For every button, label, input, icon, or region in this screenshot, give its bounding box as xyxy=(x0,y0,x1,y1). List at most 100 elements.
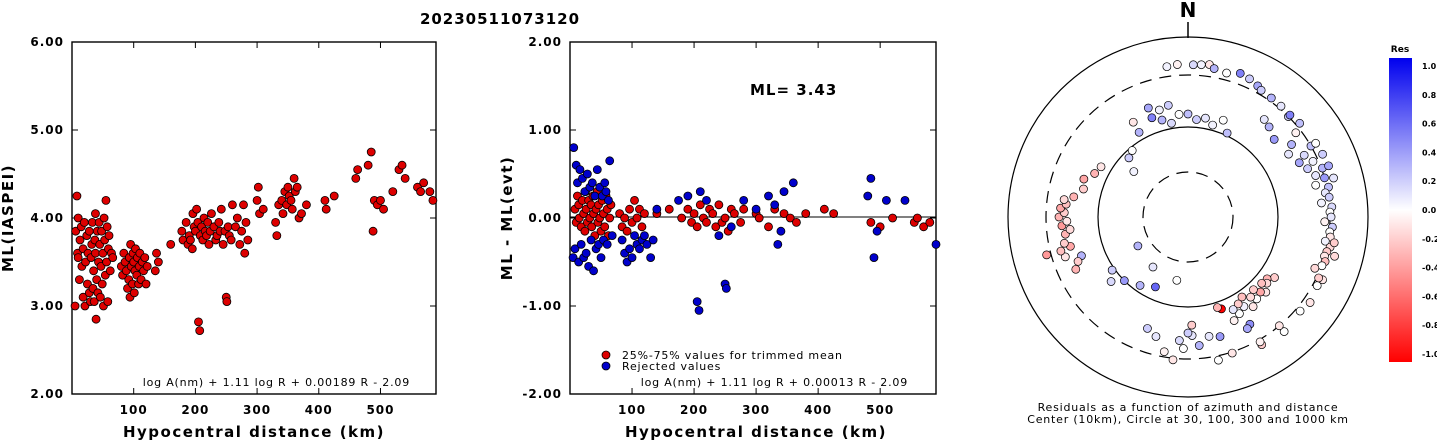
station-marker xyxy=(1269,135,1279,144)
rejected-point xyxy=(694,305,704,315)
ml-point xyxy=(103,297,113,307)
station-marker xyxy=(1147,113,1157,123)
rejected-point xyxy=(869,253,879,263)
station-marker xyxy=(1120,276,1129,285)
ml-point xyxy=(416,187,425,197)
ml-point xyxy=(237,226,247,236)
colorbar-tick-label: -1.0 xyxy=(1422,350,1437,359)
station-marker xyxy=(1270,273,1279,282)
station-marker xyxy=(1127,146,1137,155)
station-marker xyxy=(1096,162,1106,172)
residual-y-axis-label: ML - ML(evt) xyxy=(498,156,516,280)
trimmed-point xyxy=(692,222,702,232)
trimmed-point xyxy=(739,204,749,214)
ml-point xyxy=(108,253,118,263)
rejected-point xyxy=(602,239,612,249)
ml-point xyxy=(425,187,435,197)
trimmed-point xyxy=(640,209,649,219)
trimmed-point xyxy=(792,217,801,227)
rejected-point xyxy=(646,253,656,263)
ml-point xyxy=(102,222,112,232)
station-marker xyxy=(1133,241,1143,251)
ml-point xyxy=(289,173,299,183)
rejected-point xyxy=(726,222,736,232)
ml-point xyxy=(104,231,114,241)
rejected-point xyxy=(607,231,617,241)
colorbar-tick-label: 0.4 xyxy=(1422,148,1437,157)
residual-panel: 100 200 300 400 500 -2.00 -1.00 0.00 1.00 2.00 ML… xyxy=(498,35,941,441)
trimmed-point xyxy=(729,209,739,219)
rejected-point xyxy=(721,283,731,293)
rejected-point xyxy=(596,253,606,263)
rejected-point xyxy=(776,226,786,236)
ml-x-axis-label: Hypocentral distance (km) xyxy=(123,423,385,441)
trimmed-point xyxy=(630,195,639,205)
ml-point xyxy=(70,301,80,311)
ml-point xyxy=(243,235,253,245)
station-marker xyxy=(1285,110,1295,120)
x-tick-label: 400 xyxy=(305,403,333,417)
ml-point xyxy=(102,257,111,267)
trimmed-point xyxy=(714,200,724,210)
station-marker xyxy=(1266,93,1276,103)
ml-point xyxy=(321,204,331,214)
colorbar-tick-label: 0.6 xyxy=(1422,120,1437,129)
rejected-point xyxy=(581,248,591,258)
station-marker xyxy=(1245,74,1254,84)
station-marker xyxy=(1128,117,1138,127)
station-marker xyxy=(1228,305,1238,314)
station-marker xyxy=(1214,355,1223,365)
station-marker xyxy=(1294,158,1304,168)
station-marker xyxy=(1183,109,1193,119)
station-marker xyxy=(1246,292,1255,302)
station-marker xyxy=(1318,149,1327,159)
rejected-point xyxy=(788,178,798,188)
station-marker xyxy=(1188,60,1198,70)
ml-value-label: ML= 3.43 xyxy=(750,81,837,99)
colorbar-ticks: 1.0 0.8 0.6 0.4 0.2 0.0 -0.2 -0.4 -0.6 -0.8 -1.0 xyxy=(1422,62,1437,359)
rejected-point xyxy=(600,178,610,188)
ml-point xyxy=(283,182,293,192)
station-marker xyxy=(1326,212,1336,222)
ml-point xyxy=(91,314,101,324)
station-marker xyxy=(1295,306,1305,316)
station-marker xyxy=(1235,69,1245,78)
ring-100km xyxy=(1097,126,1279,308)
rejected-point xyxy=(592,165,602,175)
ml-point xyxy=(320,195,330,205)
station-marker xyxy=(1148,262,1158,272)
trimmed-point xyxy=(764,222,773,232)
trimmed-point xyxy=(919,222,928,232)
trimmed-point xyxy=(695,200,705,210)
station-marker xyxy=(1311,138,1321,148)
station-marker xyxy=(1255,337,1265,347)
station-marker xyxy=(1312,281,1322,291)
station-marker xyxy=(1248,302,1258,311)
station-marker xyxy=(1264,122,1274,132)
rejected-point xyxy=(900,195,910,205)
station-marker xyxy=(1303,164,1312,174)
ml-point xyxy=(166,239,176,249)
rejected-point xyxy=(674,195,683,205)
rejected-point xyxy=(692,297,702,307)
trimmed-point xyxy=(819,204,829,214)
station-marker xyxy=(1162,62,1172,72)
station-marker xyxy=(1065,225,1075,234)
y-tick-label: 3.00 xyxy=(30,299,64,313)
ml-point xyxy=(222,297,232,307)
trimmed-point xyxy=(720,213,730,223)
ml-point xyxy=(223,222,233,232)
station-marker xyxy=(1320,173,1329,183)
ml-point xyxy=(84,226,94,236)
ml-point xyxy=(99,213,109,223)
ml-point xyxy=(419,178,429,188)
ml-point xyxy=(231,222,240,232)
station-marker xyxy=(1222,68,1231,78)
x-tick-label: 300 xyxy=(742,403,770,417)
station-marker xyxy=(1287,140,1296,149)
x-tick-label: 200 xyxy=(181,403,209,417)
rejected-point xyxy=(576,239,586,249)
y-tick-label: -2.00 xyxy=(522,387,562,401)
trimmed-point xyxy=(829,209,839,219)
